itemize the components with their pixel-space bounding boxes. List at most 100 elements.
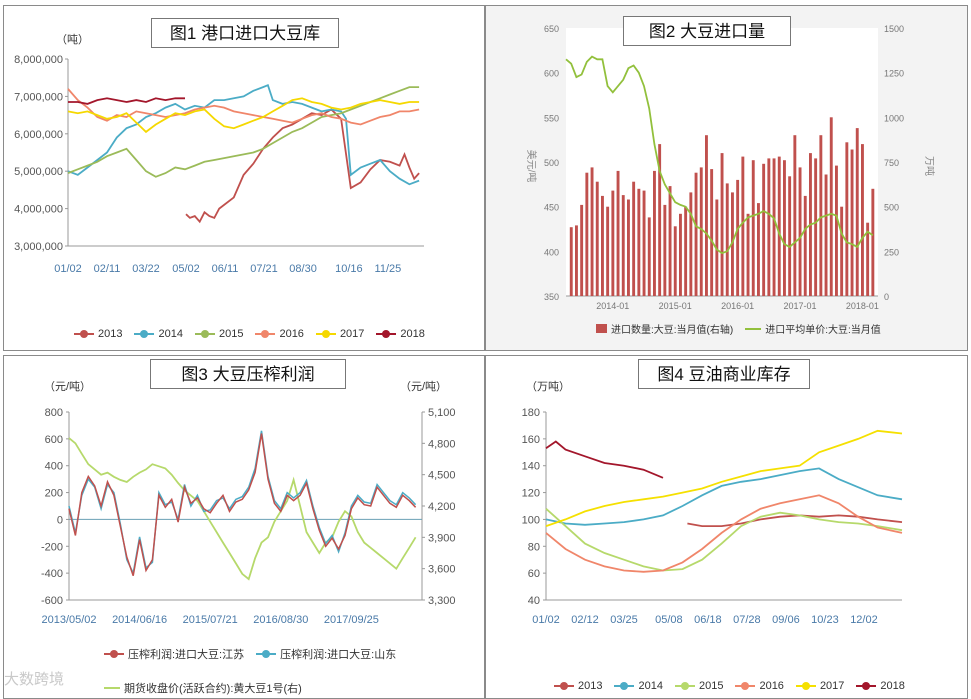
- fig2-y-tick-label: 350: [544, 292, 559, 302]
- fig2-y2-tick-label: 1250: [884, 69, 904, 79]
- fig3-y-tick-label: 0: [57, 514, 63, 526]
- fig4-y-tick-label: 180: [522, 407, 540, 419]
- fig1-x-tick-label: 06/11: [212, 263, 239, 275]
- fig2-bar: [725, 183, 729, 296]
- fig2-bar: [741, 156, 745, 296]
- fig2-bar: [777, 156, 781, 296]
- fig2-bar: [627, 199, 630, 296]
- fig3-y-tick-label: 800: [45, 407, 63, 419]
- fig2-bar: [850, 149, 854, 296]
- fig3-y2-tick-label: 4,800: [428, 438, 456, 450]
- fig2-bar: [819, 135, 823, 296]
- fig1-legend-swatch: [315, 329, 336, 339]
- fig2-y2-tick-label: 1500: [884, 24, 904, 34]
- fig1-y-tick-label: 7,000,000: [14, 91, 63, 103]
- fig4-series-2017: [545, 429, 903, 527]
- fig4-legend: 2013 2014 2015 2016 2017 2018: [554, 680, 905, 692]
- fig4-y-tick-label: 100: [522, 514, 540, 526]
- fig2-bar: [783, 160, 786, 296]
- fig2-chart: 350 400 450 500 550 600 650 0 250 500 750 1000 1250 1…: [525, 24, 936, 311]
- fig2-legend-item: 进口平均单价:大豆:当月值: [745, 321, 881, 336]
- fig4-legend-label: 2016: [759, 680, 784, 692]
- fig2-panel: 350 400 450 500 550 600 650 0 250 500 750 1000 1250 1…: [485, 5, 968, 351]
- fig2-x-tick-label: 2015-01: [659, 301, 692, 311]
- fig1-series-2017: [67, 97, 420, 134]
- fig2-bar: [871, 188, 875, 296]
- fig1-unit: （吨）: [56, 34, 89, 46]
- fig1-legend-item: 2018: [376, 328, 425, 340]
- fig3-y2-tick-label: 4,500: [428, 470, 456, 482]
- fig4-y-tick-label: 160: [522, 434, 540, 446]
- fig2-bar: [772, 158, 776, 296]
- fig1-legend-item: 2014: [134, 328, 183, 340]
- fig3-legend-label: 压榨利润:进口大豆:江苏: [128, 649, 245, 661]
- fig2-bar: [689, 192, 693, 296]
- fig4-legend-label: 2015: [698, 680, 724, 692]
- fig4-legend-swatch: [614, 681, 635, 691]
- fig1-legend-label: 2017: [339, 328, 365, 340]
- fig2-y2-tick-label: 1000: [884, 113, 904, 123]
- fig2-left-unit: 美元/吨: [525, 150, 538, 183]
- fig2-bar: [788, 176, 792, 296]
- fig2-bar: [767, 158, 771, 296]
- fig1-series-2015: [67, 86, 420, 178]
- fig1-y-tick-label: 5,000,000: [14, 166, 63, 178]
- fig2-bar: [845, 142, 849, 296]
- fig1-x-tick-label: 11/25: [375, 263, 402, 275]
- fig2-bar: [595, 181, 599, 296]
- fig2-bar: [705, 135, 708, 296]
- fig2-x-tick-label: 2016-01: [721, 301, 754, 311]
- fig2-x-tick-label: 2018-01: [846, 301, 879, 311]
- fig2-legend-swatch: [745, 327, 762, 330]
- fig2-x-tick-label: 2017-01: [783, 301, 816, 311]
- fig3-y2-tick-label: 3,300: [428, 595, 456, 607]
- fig2-bar: [715, 199, 719, 296]
- fig2-right-unit: 万吨: [923, 156, 936, 176]
- fig4-legend-swatch: [856, 681, 877, 691]
- fig2-bar: [757, 203, 760, 296]
- fig1-legend-item: 2015: [194, 328, 243, 340]
- fig4-unit: （万吨）: [526, 381, 570, 393]
- fig1-series-2013: [185, 108, 420, 224]
- fig3-chart: -600 -400 -200 0 200 400 600 800 3,300 3,600 3,900…: [41, 407, 456, 626]
- fig1-legend-label: 2016: [279, 328, 304, 340]
- fig2-bar: [569, 227, 573, 296]
- fig2-bar: [731, 192, 734, 296]
- fig2-bar: [793, 135, 797, 296]
- fig4-y-tick-label: 80: [528, 541, 540, 553]
- fig3-y-tick-label: 600: [45, 434, 63, 446]
- fig2-y2-tick-label: 750: [884, 158, 899, 168]
- fig2-bar: [658, 144, 662, 296]
- fig4-legend-swatch: [554, 681, 574, 691]
- fig2-y-tick-label: 550: [544, 113, 559, 123]
- fig3-y2-tick-label: 3,900: [428, 532, 456, 544]
- fig1-legend-item: 2013: [74, 328, 122, 340]
- fig3-profit-line: [68, 430, 417, 576]
- fig2-bar: [803, 195, 807, 296]
- fig3-x-tick-label: 2015/07/21: [183, 614, 238, 626]
- fig3-x-tick-label: 2013/05/02: [41, 614, 96, 626]
- fig2-bar: [637, 188, 641, 296]
- fig1-legend-label: 2014: [158, 328, 183, 340]
- fig2-y2-tick-label: 250: [884, 247, 899, 257]
- fig4-x-tick-label: 02/12: [571, 614, 599, 626]
- fig1-y-tick-label: 8,000,000: [14, 54, 63, 66]
- fig3-legend-label: 期货收盘价(活跃合约):黄大豆1号(右): [124, 683, 302, 695]
- fig2-bar: [575, 225, 578, 296]
- fig2-bar: [835, 165, 838, 296]
- fig2-y-tick-label: 600: [544, 69, 559, 79]
- fig1-x-tick-label: 01/02: [54, 263, 82, 275]
- fig4-series-2018: [545, 440, 664, 479]
- fig4-legend-swatch: [735, 681, 756, 691]
- fig1-legend-swatch: [74, 329, 94, 339]
- fig4-x-tick-label: 06/18: [694, 614, 722, 626]
- fig2-legend-label: 进口平均单价:大豆:当月值: [765, 325, 881, 336]
- fig2-bar: [798, 167, 802, 296]
- fig3-y-tick-label: -400: [41, 568, 63, 580]
- fig4-series-2013: [687, 514, 903, 527]
- fig3-x-tick-label: 2016/08/30: [253, 614, 308, 626]
- fig4-legend-item: 2016: [735, 680, 784, 692]
- fig2-bar: [829, 117, 833, 296]
- fig3-title: 图3 大豆压榨利润: [150, 359, 346, 389]
- fig3-x-tick-label: 2014/06/16: [112, 614, 167, 626]
